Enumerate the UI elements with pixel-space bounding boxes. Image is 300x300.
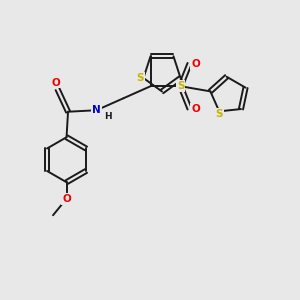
- Text: S: S: [215, 109, 223, 119]
- Text: O: O: [191, 104, 200, 114]
- Text: S: S: [137, 73, 144, 83]
- Text: O: O: [62, 194, 71, 204]
- Text: N: N: [92, 105, 101, 115]
- Text: S: S: [177, 81, 184, 91]
- Text: O: O: [52, 78, 60, 88]
- Text: H: H: [104, 112, 112, 121]
- Text: O: O: [191, 59, 200, 69]
